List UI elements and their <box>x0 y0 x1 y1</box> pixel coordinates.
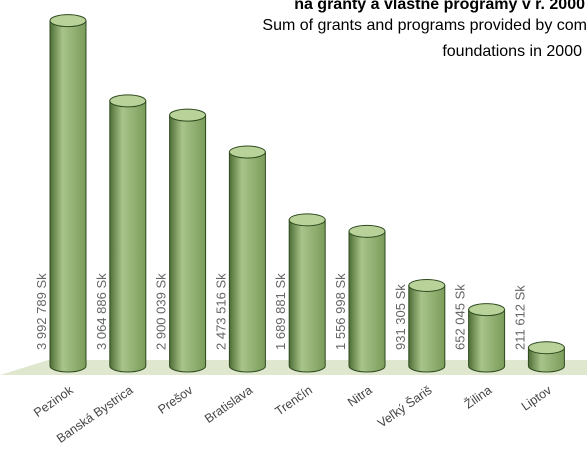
value-label: 931 305 Sk <box>393 284 408 350</box>
bar-top <box>109 94 147 108</box>
value-label: 1 556 998 Sk <box>333 273 348 350</box>
value-label: 3 064 886 Sk <box>94 273 109 350</box>
category-label: Pezinok <box>31 383 76 420</box>
value-label: 1 689 881 Sk <box>273 273 288 350</box>
category-label: Trenčín <box>273 383 315 419</box>
category-label: Prešov <box>155 383 196 417</box>
bar-top <box>468 303 506 317</box>
category-label: Bratislava <box>202 383 255 426</box>
bar-top <box>49 14 87 28</box>
bar-top <box>348 224 386 238</box>
chart-subtitle-line-1: Sum of grants and programs provided by c… <box>262 17 587 34</box>
bar-body <box>288 219 326 373</box>
bar-body <box>109 100 147 373</box>
chart-subtitle-line-2: foundations in 2000 <box>442 43 582 60</box>
bar <box>49 14 87 373</box>
value-label: 211 612 Sk <box>512 285 527 350</box>
bar <box>527 341 565 373</box>
bar-top <box>169 108 207 122</box>
bar-top <box>228 145 266 159</box>
bar <box>348 224 386 373</box>
bar-body <box>527 347 565 373</box>
bar <box>228 145 266 373</box>
bar <box>169 108 207 373</box>
category-label: Veľký Šariš <box>375 382 435 430</box>
bar <box>408 278 446 373</box>
bar <box>468 303 506 373</box>
bar-body <box>348 230 386 373</box>
chart-title: na granty a vlastné programy v r. 2000 <box>294 0 585 13</box>
bar <box>288 213 326 373</box>
bars-group <box>49 14 565 373</box>
bar <box>109 94 147 373</box>
category-label: Nitra <box>345 383 375 410</box>
category-label: Liptov <box>519 383 555 414</box>
bar-top <box>408 278 446 292</box>
bar-body <box>49 20 87 373</box>
bar-body <box>468 309 506 373</box>
value-label: 2 900 039 Sk <box>154 273 169 350</box>
bar-body <box>228 151 266 373</box>
value-label: 2 473 516 Sk <box>213 273 228 350</box>
category-label: Žilina <box>461 382 494 411</box>
bar-body <box>169 114 207 373</box>
value-labels-group: 3 992 789 Sk 3 064 886 Sk 2 900 039 Sk 2 47… <box>34 273 527 350</box>
bar-top <box>527 341 565 355</box>
bar-body <box>408 284 446 373</box>
value-label: 652 045 Sk <box>453 284 468 350</box>
bar-top <box>288 213 326 227</box>
value-label: 3 992 789 Sk <box>34 273 49 350</box>
